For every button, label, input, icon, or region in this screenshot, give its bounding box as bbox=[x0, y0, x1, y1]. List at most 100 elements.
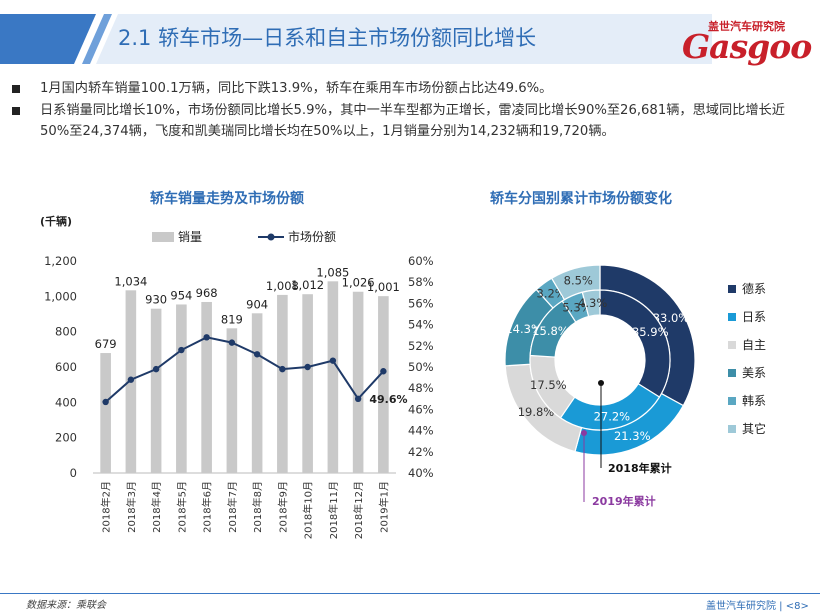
outer-ring-slice-label: 19.8% bbox=[518, 405, 555, 419]
inner-ring-slice-label: 27.2% bbox=[594, 409, 631, 423]
share-point bbox=[380, 368, 387, 375]
sales-bar bbox=[226, 328, 238, 473]
page-title: 2.1 轿车市场—日系和自主市场份额同比增长 bbox=[118, 26, 537, 50]
x-tick-label: 2018年5月 bbox=[175, 481, 188, 533]
legend-share-marker bbox=[267, 233, 275, 241]
bar-value-label: 819 bbox=[221, 312, 243, 326]
country-share-donut: 33.0%21.3%19.8%14.3%3.2%8.5%35.9%27.2%17… bbox=[504, 264, 766, 508]
legend-share-label: 市场份额 bbox=[288, 229, 336, 244]
y-left-tick-label: 1,200 bbox=[44, 254, 77, 268]
bar-value-label: 1,085 bbox=[316, 265, 349, 279]
y-left-tick-label: 1,000 bbox=[44, 289, 77, 303]
sales-bar bbox=[201, 301, 212, 473]
x-tick-label: 2019年1月 bbox=[377, 481, 390, 533]
legend-label: 美系 bbox=[742, 366, 766, 380]
x-tick-label: 2018年7月 bbox=[226, 481, 239, 533]
legend-swatch bbox=[728, 397, 736, 405]
page-number: 盖世汽车研究院 | <8> bbox=[706, 601, 809, 612]
bar-value-label: 904 bbox=[246, 297, 268, 311]
x-tick-label: 2018年8月 bbox=[251, 481, 264, 533]
x-tick-label: 2018年10月 bbox=[302, 481, 315, 539]
x-tick-label: 2018年3月 bbox=[125, 481, 138, 533]
share-line bbox=[104, 336, 385, 403]
title-banner bbox=[0, 14, 712, 64]
legend-swatch bbox=[728, 285, 736, 293]
legend-label: 自主 bbox=[742, 338, 766, 352]
sales-bar bbox=[378, 296, 389, 473]
bar-value-label: 1,008 bbox=[266, 279, 299, 293]
legend-swatch bbox=[728, 425, 736, 433]
y-right-tick-label: 44% bbox=[408, 424, 434, 438]
x-tick-label: 2018年11月 bbox=[327, 481, 340, 539]
y-right-tick-label: 48% bbox=[408, 381, 434, 395]
x-tick-label: 2018年12月 bbox=[352, 481, 365, 539]
callout-2018-dot bbox=[598, 380, 604, 386]
y-right-tick-label: 46% bbox=[408, 402, 434, 416]
outer-ring-slice-label: 8.5% bbox=[564, 273, 593, 287]
sales-bar bbox=[100, 353, 111, 473]
summary-bullets: 1月国内轿车销量100.1万辆，同比下跌13.9%，轿车在乘用车市场份额占比达4… bbox=[12, 78, 812, 143]
bar-value-label: 1,012 bbox=[291, 278, 324, 292]
legend-sales-swatch bbox=[152, 232, 174, 242]
share-point bbox=[102, 398, 109, 406]
share-point bbox=[354, 395, 362, 402]
inner-ring-slice bbox=[581, 289, 601, 318]
bar-value-label: 968 bbox=[196, 286, 218, 300]
y-left-tick-label: 400 bbox=[55, 395, 77, 409]
legend-swatch bbox=[728, 369, 736, 377]
sales-bar bbox=[251, 313, 263, 473]
legend-swatch bbox=[728, 341, 736, 349]
inner-ring-slice-label: 15.8% bbox=[532, 324, 569, 338]
bar-value-label: 679 bbox=[95, 337, 117, 351]
sales-share-chart: (千辆) 销量 市场份额 0 200 400 600 800 1,000 1,200 40% 4… bbox=[40, 214, 434, 539]
bullet-2: 日系销量同比增长10%，市场份额同比增长5.9%，其中一半车型都为正增长，雷凌同… bbox=[12, 100, 812, 143]
x-tick-label: 2018年4月 bbox=[150, 481, 163, 533]
outer-ring-slice-label: 14.3% bbox=[505, 322, 542, 336]
inner-ring-slice-label: 35.9% bbox=[632, 325, 669, 339]
x-tick-label: 2018年9月 bbox=[276, 481, 289, 533]
legend-swatch bbox=[728, 313, 736, 321]
sales-bar bbox=[302, 294, 313, 473]
inner-ring-slice-label: 5.3% bbox=[562, 300, 591, 314]
y-left-tick-label: 0 bbox=[70, 466, 77, 480]
share-point bbox=[203, 334, 210, 341]
legend-label: 德系 bbox=[742, 281, 766, 296]
sales-bar bbox=[277, 294, 288, 473]
share-point-label: 49.6% bbox=[369, 393, 407, 406]
inner-ring-slice-label: 4.3% bbox=[578, 296, 607, 310]
bar-value-label: 1,026 bbox=[342, 276, 375, 290]
inner-ring-slice-label: 17.5% bbox=[530, 378, 567, 392]
y-left-tick-label: 800 bbox=[55, 325, 77, 339]
bar-value-label: 1,001 bbox=[367, 280, 400, 294]
y-right-tick-label: 42% bbox=[408, 445, 434, 459]
share-point bbox=[152, 365, 160, 373]
y-right-tick-label: 60% bbox=[408, 254, 434, 268]
logo-chinese: 盖世汽车研究院 bbox=[708, 20, 785, 33]
x-tick-label: 2018年6月 bbox=[201, 481, 214, 533]
x-tick-label: 2018年2月 bbox=[100, 481, 113, 533]
callout-2019-label: 2019年累计 bbox=[592, 494, 656, 508]
y-left-tick-label: 200 bbox=[55, 431, 77, 445]
bar-value-label: 1,034 bbox=[114, 274, 147, 288]
y-left-tick-label: 600 bbox=[55, 360, 77, 374]
share-point bbox=[253, 351, 261, 358]
gasgoo-logo: Gasgoo bbox=[682, 27, 812, 66]
share-point bbox=[228, 339, 236, 346]
y-right-tick-label: 50% bbox=[408, 360, 434, 374]
bullet-1: 1月国内轿车销量100.1万辆，同比下跌13.9%，轿车在乘用车市场份额占比达4… bbox=[12, 78, 812, 100]
sales-bar bbox=[150, 308, 162, 473]
sales-bar bbox=[327, 281, 339, 473]
legend-sales-label: 销量 bbox=[178, 230, 202, 244]
share-point bbox=[329, 357, 337, 364]
y-right-tick-label: 52% bbox=[408, 339, 434, 353]
share-point bbox=[304, 363, 311, 371]
bar-chart-title: 轿车销量走势及市场份额 bbox=[150, 191, 304, 207]
share-point bbox=[279, 365, 286, 373]
bar-value-label: 930 bbox=[145, 293, 167, 307]
legend-label: 韩系 bbox=[742, 393, 766, 408]
callout-2018-label: 2018年累计 bbox=[608, 461, 672, 475]
bullet-text: 日系销量同比增长10%，市场份额同比增长5.9%，其中一半车型都为正增长，雷凌同… bbox=[40, 102, 785, 140]
share-point bbox=[178, 346, 185, 354]
outer-ring-slice-label: 21.3% bbox=[614, 429, 651, 443]
legend-label: 日系 bbox=[742, 310, 766, 324]
